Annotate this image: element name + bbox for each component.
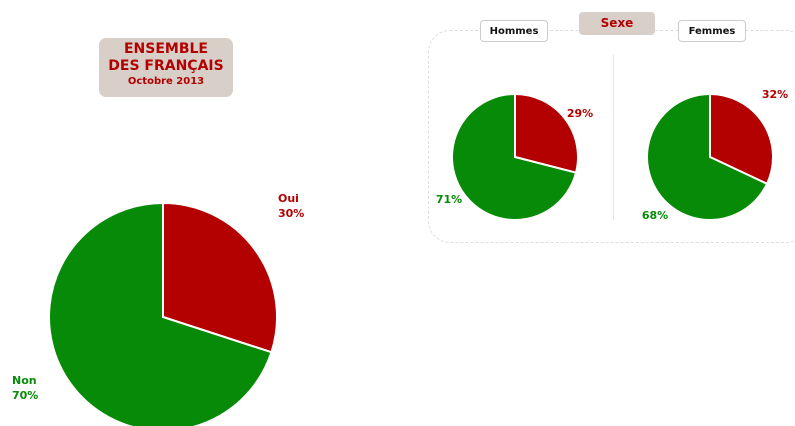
value-label: 29%	[567, 107, 593, 120]
value-label: 30%	[278, 207, 304, 220]
pie-slice	[514, 92, 579, 174]
panel-title: Sexe	[579, 12, 655, 35]
category-label: Non	[12, 374, 37, 387]
value-label: 71%	[436, 193, 462, 206]
category-label: Oui	[278, 192, 299, 205]
divider	[613, 55, 614, 220]
value-label: 32%	[762, 88, 788, 101]
chart-subtitle: Octobre 2013	[127, 76, 205, 87]
pie-slice	[451, 92, 578, 221]
chart-title: Femmes	[678, 20, 746, 42]
value-label: 68%	[642, 209, 668, 222]
pie-slice	[162, 201, 278, 354]
pie-slice	[48, 201, 273, 426]
value-label: 70%	[12, 389, 38, 402]
chart-title: ENSEMBLE DES FRANÇAIS	[108, 41, 224, 74]
pie-slice	[709, 92, 774, 186]
title-box: ENSEMBLE DES FRANÇAIS Octobre 2013	[99, 38, 233, 97]
pie-slice	[646, 92, 769, 221]
chart-title: Hommes	[480, 20, 548, 42]
